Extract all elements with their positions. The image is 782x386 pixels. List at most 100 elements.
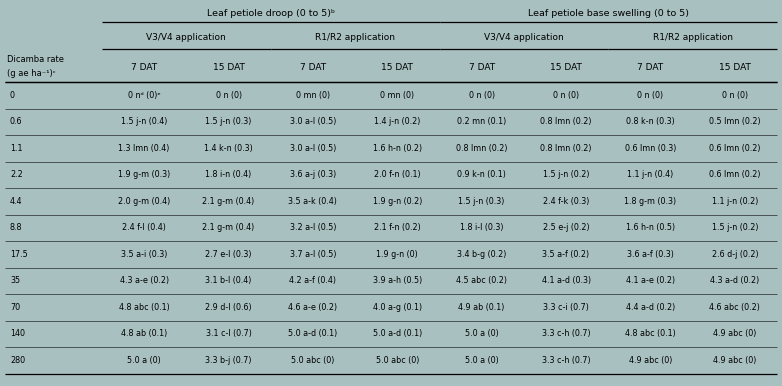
- Text: V3/V4 application: V3/V4 application: [146, 34, 226, 42]
- Text: 0.8 k-n (0.3): 0.8 k-n (0.3): [626, 117, 675, 126]
- Text: 3.6 a-f (0.3): 3.6 a-f (0.3): [627, 250, 674, 259]
- Text: 3.1 b-l (0.4): 3.1 b-l (0.4): [206, 276, 252, 285]
- Text: 0 n (0): 0 n (0): [468, 91, 495, 100]
- Text: 3.5 a-k (0.4): 3.5 a-k (0.4): [289, 197, 337, 206]
- Text: 1.9 g-n (0.2): 1.9 g-n (0.2): [373, 197, 422, 206]
- Text: 1.6 h-n (0.2): 1.6 h-n (0.2): [373, 144, 421, 153]
- Text: 1.8 g-m (0.3): 1.8 g-m (0.3): [624, 197, 676, 206]
- Text: 2.1 g-m (0.4): 2.1 g-m (0.4): [203, 223, 255, 232]
- Text: 1.3 lmn (0.4): 1.3 lmn (0.4): [119, 144, 170, 153]
- Text: 0.9 k-n (0.1): 0.9 k-n (0.1): [457, 170, 506, 179]
- Text: 4.5 abc (0.2): 4.5 abc (0.2): [456, 276, 508, 285]
- Text: 0 n (0): 0 n (0): [722, 91, 748, 100]
- Text: 15 DAT: 15 DAT: [382, 64, 413, 73]
- Text: 4.9 abc (0): 4.9 abc (0): [713, 356, 756, 365]
- Text: 4.3 a-d (0.2): 4.3 a-d (0.2): [710, 276, 759, 285]
- Text: 3.6 a-j (0.3): 3.6 a-j (0.3): [290, 170, 336, 179]
- Text: 4.0 a-g (0.1): 4.0 a-g (0.1): [373, 303, 421, 312]
- Text: 0 n (0): 0 n (0): [553, 91, 579, 100]
- Text: 5.0 a-d (0.1): 5.0 a-d (0.1): [373, 329, 422, 338]
- Text: 3.5 a-f (0.2): 3.5 a-f (0.2): [543, 250, 590, 259]
- Text: 0: 0: [10, 91, 15, 100]
- Text: 5.0 abc (0): 5.0 abc (0): [291, 356, 335, 365]
- Text: 2.5 e-j (0.2): 2.5 e-j (0.2): [543, 223, 590, 232]
- Text: 3.9 a-h (0.5): 3.9 a-h (0.5): [373, 276, 422, 285]
- Text: 2.2: 2.2: [10, 170, 23, 179]
- Text: R1/R2 application: R1/R2 application: [653, 34, 733, 42]
- Text: 1.8 i-l (0.3): 1.8 i-l (0.3): [460, 223, 504, 232]
- Text: 280: 280: [10, 356, 25, 365]
- Text: 0.8 lmn (0.2): 0.8 lmn (0.2): [540, 117, 592, 126]
- Text: 0 n (0): 0 n (0): [637, 91, 663, 100]
- Text: 3.5 a-i (0.3): 3.5 a-i (0.3): [121, 250, 167, 259]
- Text: 8.8: 8.8: [10, 223, 23, 232]
- Text: V3/V4 application: V3/V4 application: [484, 34, 564, 42]
- Text: 7 DAT: 7 DAT: [300, 64, 326, 73]
- Text: 4.9 abc (0): 4.9 abc (0): [629, 356, 672, 365]
- Text: 0 nᵈ (0)ᵉ: 0 nᵈ (0)ᵉ: [127, 91, 160, 100]
- Text: 4.8 ab (0.1): 4.8 ab (0.1): [121, 329, 167, 338]
- Text: 17.5: 17.5: [10, 250, 27, 259]
- Text: R1/R2 application: R1/R2 application: [315, 34, 395, 42]
- Text: 15 DAT: 15 DAT: [213, 64, 245, 73]
- Text: 1.5 j-n (0.2): 1.5 j-n (0.2): [543, 170, 590, 179]
- Text: 4.8 abc (0.1): 4.8 abc (0.1): [119, 303, 170, 312]
- Text: 3.1 c-l (0.7): 3.1 c-l (0.7): [206, 329, 252, 338]
- Text: Leaf petiole base swelling (0 to 5): Leaf petiole base swelling (0 to 5): [528, 8, 689, 17]
- Text: 15 DAT: 15 DAT: [550, 64, 582, 73]
- Text: 0 n (0): 0 n (0): [216, 91, 242, 100]
- Text: 2.7 e-l (0.3): 2.7 e-l (0.3): [206, 250, 252, 259]
- Text: 5.0 a (0): 5.0 a (0): [465, 356, 499, 365]
- Text: 0 mn (0): 0 mn (0): [380, 91, 414, 100]
- Text: 1.4 k-n (0.3): 1.4 k-n (0.3): [204, 144, 253, 153]
- Text: Leaf petiole droop (0 to 5)ᵇ: Leaf petiole droop (0 to 5)ᵇ: [206, 8, 335, 17]
- Text: 0.2 mn (0.1): 0.2 mn (0.1): [457, 117, 506, 126]
- Text: 4.9 ab (0.1): 4.9 ab (0.1): [458, 303, 505, 312]
- Text: 2.0 g-m (0.4): 2.0 g-m (0.4): [118, 197, 170, 206]
- Text: 4.3 a-e (0.2): 4.3 a-e (0.2): [120, 276, 169, 285]
- Text: 35: 35: [10, 276, 20, 285]
- Text: 140: 140: [10, 329, 25, 338]
- Text: 7 DAT: 7 DAT: [468, 64, 495, 73]
- Text: 4.1 a-e (0.2): 4.1 a-e (0.2): [626, 276, 675, 285]
- Text: 1.1 j-n (0.2): 1.1 j-n (0.2): [712, 197, 758, 206]
- Text: 7 DAT: 7 DAT: [131, 64, 157, 73]
- Text: (g ae ha⁻¹)ᶜ: (g ae ha⁻¹)ᶜ: [7, 69, 56, 78]
- Text: 1.8 i-n (0.4): 1.8 i-n (0.4): [206, 170, 252, 179]
- Text: 3.3 b-j (0.7): 3.3 b-j (0.7): [206, 356, 252, 365]
- Text: 1.4 j-n (0.2): 1.4 j-n (0.2): [374, 117, 421, 126]
- Text: 4.1 a-d (0.3): 4.1 a-d (0.3): [541, 276, 590, 285]
- Text: 7 DAT: 7 DAT: [637, 64, 663, 73]
- Text: 0 mn (0): 0 mn (0): [296, 91, 330, 100]
- Text: 2.1 f-n (0.2): 2.1 f-n (0.2): [374, 223, 421, 232]
- Text: 2.6 d-j (0.2): 2.6 d-j (0.2): [712, 250, 758, 259]
- Text: 2.0 f-n (0.1): 2.0 f-n (0.1): [374, 170, 421, 179]
- Text: 0.6: 0.6: [10, 117, 23, 126]
- Text: 1.6 h-n (0.5): 1.6 h-n (0.5): [626, 223, 675, 232]
- Text: 1.5 j-n (0.4): 1.5 j-n (0.4): [121, 117, 167, 126]
- Text: 0.6 lmn (0.3): 0.6 lmn (0.3): [625, 144, 676, 153]
- Text: 1.1: 1.1: [10, 144, 23, 153]
- Text: 70: 70: [10, 303, 20, 312]
- Text: 4.8 abc (0.1): 4.8 abc (0.1): [625, 329, 676, 338]
- Text: 3.0 a-l (0.5): 3.0 a-l (0.5): [290, 144, 336, 153]
- Text: 3.3 c-h (0.7): 3.3 c-h (0.7): [542, 356, 590, 365]
- Text: 2.1 g-m (0.4): 2.1 g-m (0.4): [203, 197, 255, 206]
- Text: 0.6 lmn (0.2): 0.6 lmn (0.2): [709, 170, 761, 179]
- Text: 3.2 a-l (0.5): 3.2 a-l (0.5): [289, 223, 336, 232]
- Text: 2.4 f-k (0.3): 2.4 f-k (0.3): [543, 197, 590, 206]
- Text: 1.1 j-n (0.4): 1.1 j-n (0.4): [627, 170, 673, 179]
- Text: 1.9 g-m (0.3): 1.9 g-m (0.3): [118, 170, 170, 179]
- Text: 3.4 b-g (0.2): 3.4 b-g (0.2): [457, 250, 507, 259]
- Text: 3.0 a-l (0.5): 3.0 a-l (0.5): [290, 117, 336, 126]
- Text: 1.9 g-n (0): 1.9 g-n (0): [376, 250, 418, 259]
- Text: 3.3 c-h (0.7): 3.3 c-h (0.7): [542, 329, 590, 338]
- Text: 4.2 a-f (0.4): 4.2 a-f (0.4): [289, 276, 336, 285]
- Text: Dicamba rate: Dicamba rate: [7, 56, 64, 64]
- Text: 4.6 a-e (0.2): 4.6 a-e (0.2): [289, 303, 338, 312]
- Text: 0.8 lmn (0.2): 0.8 lmn (0.2): [456, 144, 508, 153]
- Text: 1.5 j-n (0.3): 1.5 j-n (0.3): [206, 117, 252, 126]
- Text: 4.9 abc (0): 4.9 abc (0): [713, 329, 756, 338]
- Text: 1.5 j-n (0.2): 1.5 j-n (0.2): [712, 223, 758, 232]
- Text: 5.0 abc (0): 5.0 abc (0): [375, 356, 419, 365]
